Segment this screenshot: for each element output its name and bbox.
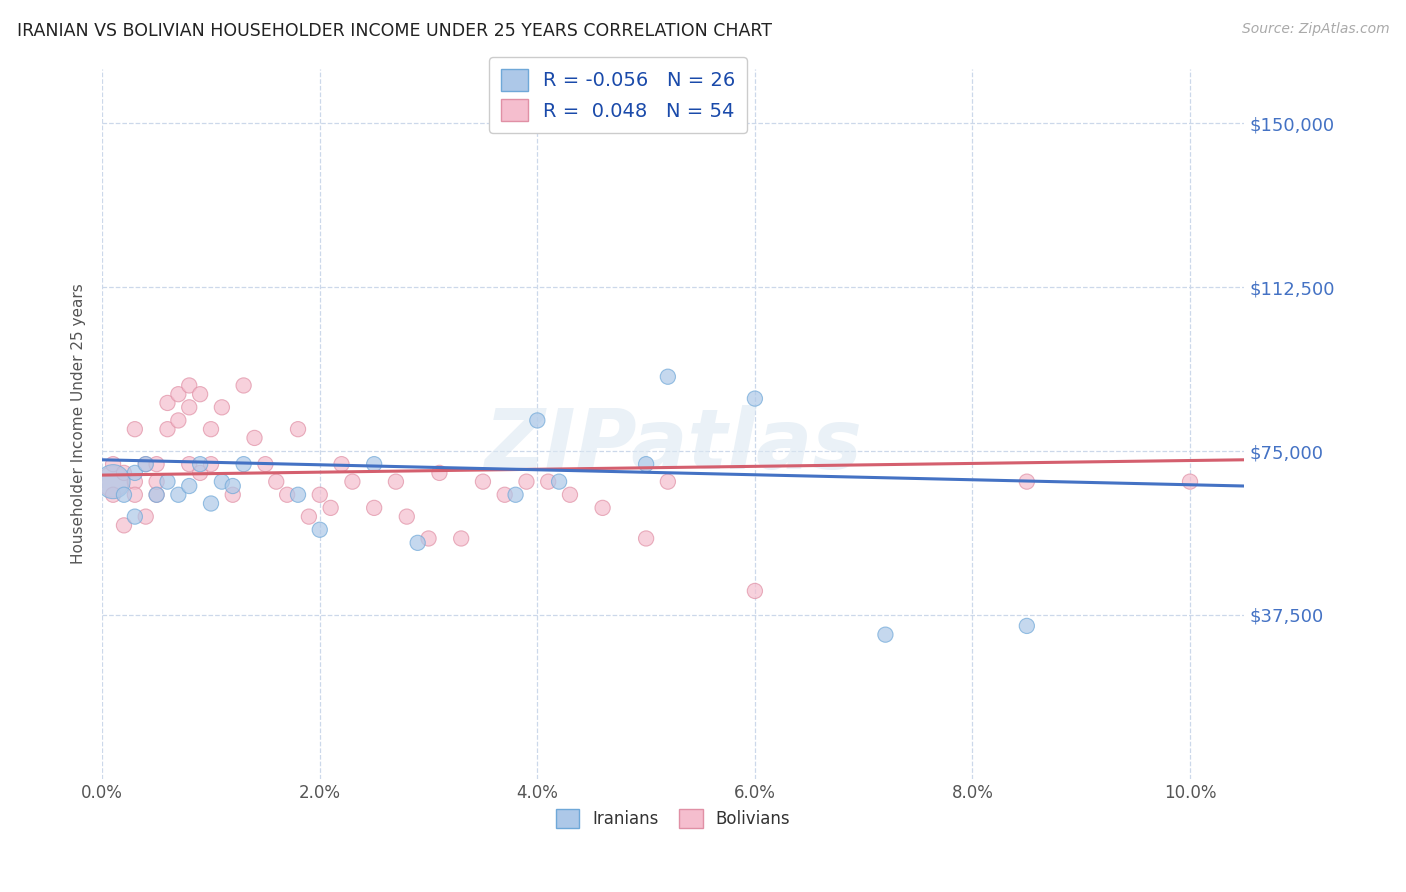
Point — [124, 466, 146, 480]
Point — [287, 422, 309, 436]
Point — [232, 378, 254, 392]
Point — [167, 387, 190, 401]
Point — [558, 488, 581, 502]
Point — [179, 401, 201, 415]
Point — [188, 387, 211, 401]
Point — [429, 466, 451, 480]
Point — [124, 488, 146, 502]
Point — [112, 466, 135, 480]
Point — [319, 500, 342, 515]
Point — [211, 475, 233, 489]
Point — [167, 413, 190, 427]
Point — [124, 509, 146, 524]
Point — [308, 488, 330, 502]
Point — [232, 457, 254, 471]
Point — [211, 401, 233, 415]
Point — [1015, 619, 1038, 633]
Point — [124, 422, 146, 436]
Point — [167, 488, 190, 502]
Point — [200, 496, 222, 510]
Point — [145, 488, 167, 502]
Point — [418, 532, 440, 546]
Point — [156, 396, 179, 410]
Point — [124, 475, 146, 489]
Point — [342, 475, 364, 489]
Point — [101, 475, 124, 489]
Point — [276, 488, 298, 502]
Point — [264, 475, 287, 489]
Point — [537, 475, 560, 489]
Point — [298, 509, 321, 524]
Text: Source: ZipAtlas.com: Source: ZipAtlas.com — [1241, 22, 1389, 37]
Point — [287, 488, 309, 502]
Point — [363, 500, 385, 515]
Point — [101, 475, 124, 489]
Point — [744, 583, 766, 598]
Point — [145, 475, 167, 489]
Point — [254, 457, 277, 471]
Point — [308, 523, 330, 537]
Point — [363, 457, 385, 471]
Point — [1015, 475, 1038, 489]
Point — [657, 475, 679, 489]
Point — [494, 488, 516, 502]
Point — [135, 509, 157, 524]
Point — [101, 488, 124, 502]
Text: ZIPatlas: ZIPatlas — [485, 405, 862, 485]
Point — [135, 457, 157, 471]
Point — [395, 509, 418, 524]
Point — [188, 466, 211, 480]
Point — [592, 500, 614, 515]
Point — [515, 475, 537, 489]
Point — [657, 369, 679, 384]
Point — [471, 475, 494, 489]
Point — [145, 488, 167, 502]
Point — [875, 627, 897, 641]
Point — [112, 488, 135, 502]
Point — [200, 422, 222, 436]
Point — [505, 488, 527, 502]
Point — [179, 457, 201, 471]
Point — [548, 475, 571, 489]
Point — [101, 457, 124, 471]
Text: IRANIAN VS BOLIVIAN HOUSEHOLDER INCOME UNDER 25 YEARS CORRELATION CHART: IRANIAN VS BOLIVIAN HOUSEHOLDER INCOME U… — [17, 22, 772, 40]
Point — [222, 488, 245, 502]
Point — [636, 457, 658, 471]
Point — [636, 532, 658, 546]
Legend: Iranians, Bolivians: Iranians, Bolivians — [550, 802, 797, 835]
Point — [385, 475, 408, 489]
Point — [179, 479, 201, 493]
Point — [112, 518, 135, 533]
Point — [744, 392, 766, 406]
Point — [1178, 475, 1201, 489]
Point — [222, 479, 245, 493]
Y-axis label: Householder Income Under 25 years: Householder Income Under 25 years — [72, 284, 86, 564]
Point — [526, 413, 548, 427]
Point — [406, 536, 429, 550]
Point — [179, 378, 201, 392]
Point — [145, 457, 167, 471]
Point — [156, 475, 179, 489]
Point — [243, 431, 266, 445]
Point — [156, 422, 179, 436]
Point — [450, 532, 472, 546]
Point — [200, 457, 222, 471]
Point — [135, 457, 157, 471]
Point — [330, 457, 353, 471]
Point — [188, 457, 211, 471]
